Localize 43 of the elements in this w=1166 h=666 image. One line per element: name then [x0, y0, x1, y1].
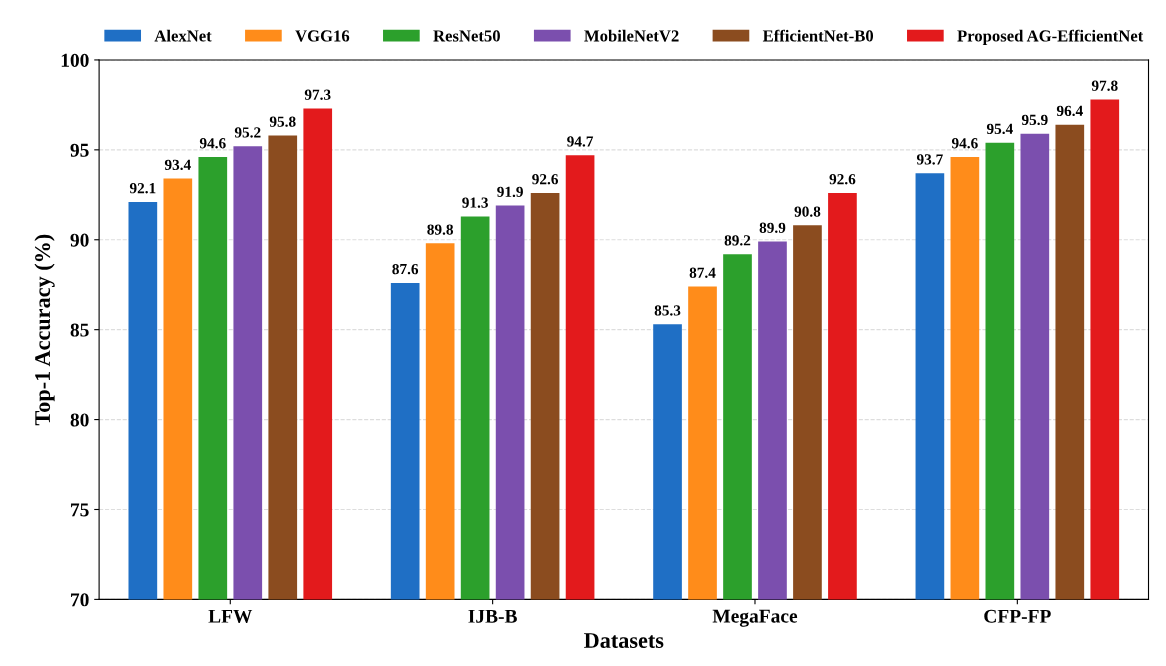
x-tick-label: MegaFace — [712, 609, 798, 627]
data-label: 90.8 — [794, 206, 821, 217]
y-tick-label: 85 — [70, 323, 89, 337]
data-label: 92.1 — [129, 183, 156, 194]
y-tick-label: 95 — [70, 143, 89, 157]
data-label: 95.8 — [269, 116, 296, 127]
data-label: 87.6 — [392, 263, 419, 275]
data-label: 95.2 — [234, 127, 261, 138]
x-tick-label: LFW — [208, 609, 253, 623]
y-tick-label: 80 — [70, 413, 89, 427]
y-tick-label: 75 — [71, 503, 89, 517]
y-tick-label: 70 — [71, 593, 89, 607]
y-tick-label: 100 — [61, 53, 89, 67]
data-label: 87.4 — [689, 267, 716, 278]
legend-label: Proposed AG-EfficientNet — [957, 29, 1144, 45]
data-label: 92.6 — [532, 174, 559, 185]
data-label: 94.7 — [567, 136, 594, 147]
legend-label: MobileNetV2 — [584, 29, 679, 42]
data-label: 97.8 — [1091, 80, 1118, 91]
data-label: 89.2 — [724, 235, 751, 246]
data-label: 94.6 — [199, 138, 226, 149]
data-label: 85.3 — [654, 305, 681, 316]
data-label: 96.4 — [1056, 105, 1083, 117]
data-label: 92.6 — [829, 174, 856, 185]
x-tick-label: CFP-FP — [984, 609, 1051, 623]
data-label: 89.9 — [759, 222, 786, 233]
legend-label: VGG16 — [295, 30, 350, 42]
data-label: 91.3 — [462, 197, 488, 208]
y-axis-title: Top-1 Accuracy (%) — [34, 234, 55, 426]
legend-label: EfficientNet-B0 — [762, 29, 874, 42]
y-tick-label: 90 — [70, 233, 89, 247]
data-label: 95.9 — [1021, 114, 1048, 126]
x-tick-label: IJB-B — [468, 609, 517, 623]
data-label: 95.4 — [986, 123, 1013, 135]
data-label: 93.4 — [164, 159, 191, 171]
data-label: 91.9 — [497, 186, 523, 197]
data-label: 89.8 — [427, 224, 454, 235]
data-label: 93.7 — [916, 154, 943, 165]
data-label: 94.6 — [951, 138, 978, 149]
legend-label: ResNet50 — [433, 30, 500, 42]
x-axis-title: Datasets — [584, 633, 664, 648]
legend-label: AlexNet — [154, 29, 212, 42]
data-label: 97.3 — [304, 89, 331, 100]
